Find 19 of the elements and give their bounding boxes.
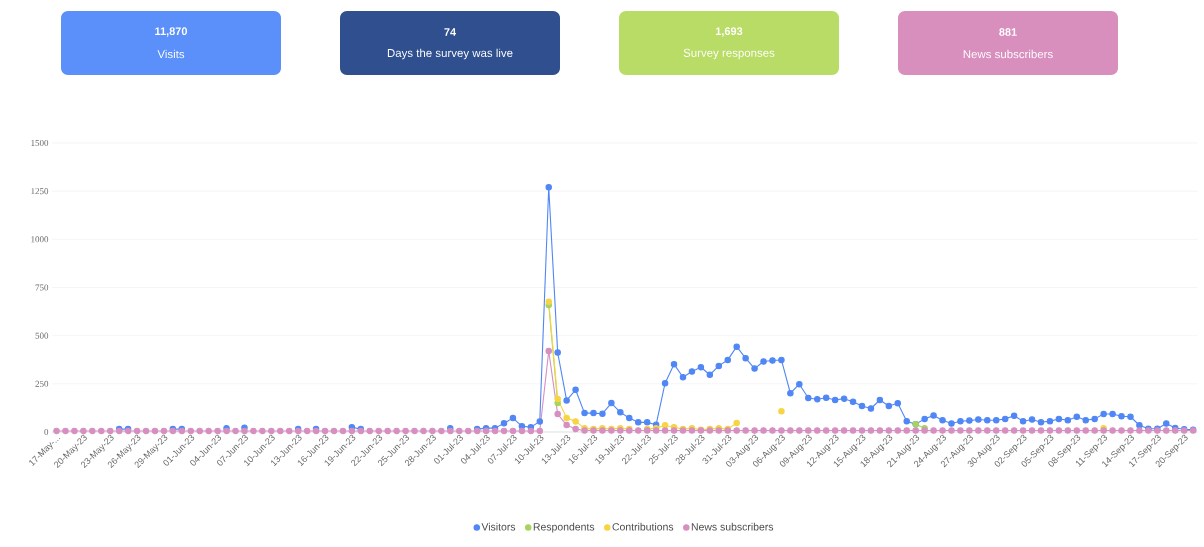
y-tick-label: 500	[35, 332, 49, 339]
y-tick-label: 1250	[31, 188, 49, 195]
y-tick-label: 750	[35, 284, 49, 291]
text: Visits	[157, 49, 185, 59]
text: 11,870	[155, 27, 188, 37]
y-tick-label: 1000	[31, 236, 49, 243]
text: Survey responses	[683, 48, 775, 60]
text: 881	[999, 28, 1017, 36]
text: 74	[444, 28, 457, 36]
text: 1,693	[715, 27, 743, 37]
text: Days the survey was live	[387, 48, 513, 60]
y-tick-label: 0	[44, 428, 49, 436]
legend-label: Respondents	[533, 522, 595, 533]
legend-label: News subscribers	[691, 522, 774, 531]
legend-label: Visitors	[481, 522, 516, 531]
legend-label: Contributions	[612, 522, 674, 531]
y-tick-label: 250	[35, 380, 49, 387]
text: News subscribers	[963, 49, 1053, 59]
y-tick-label: 1500	[31, 139, 49, 147]
